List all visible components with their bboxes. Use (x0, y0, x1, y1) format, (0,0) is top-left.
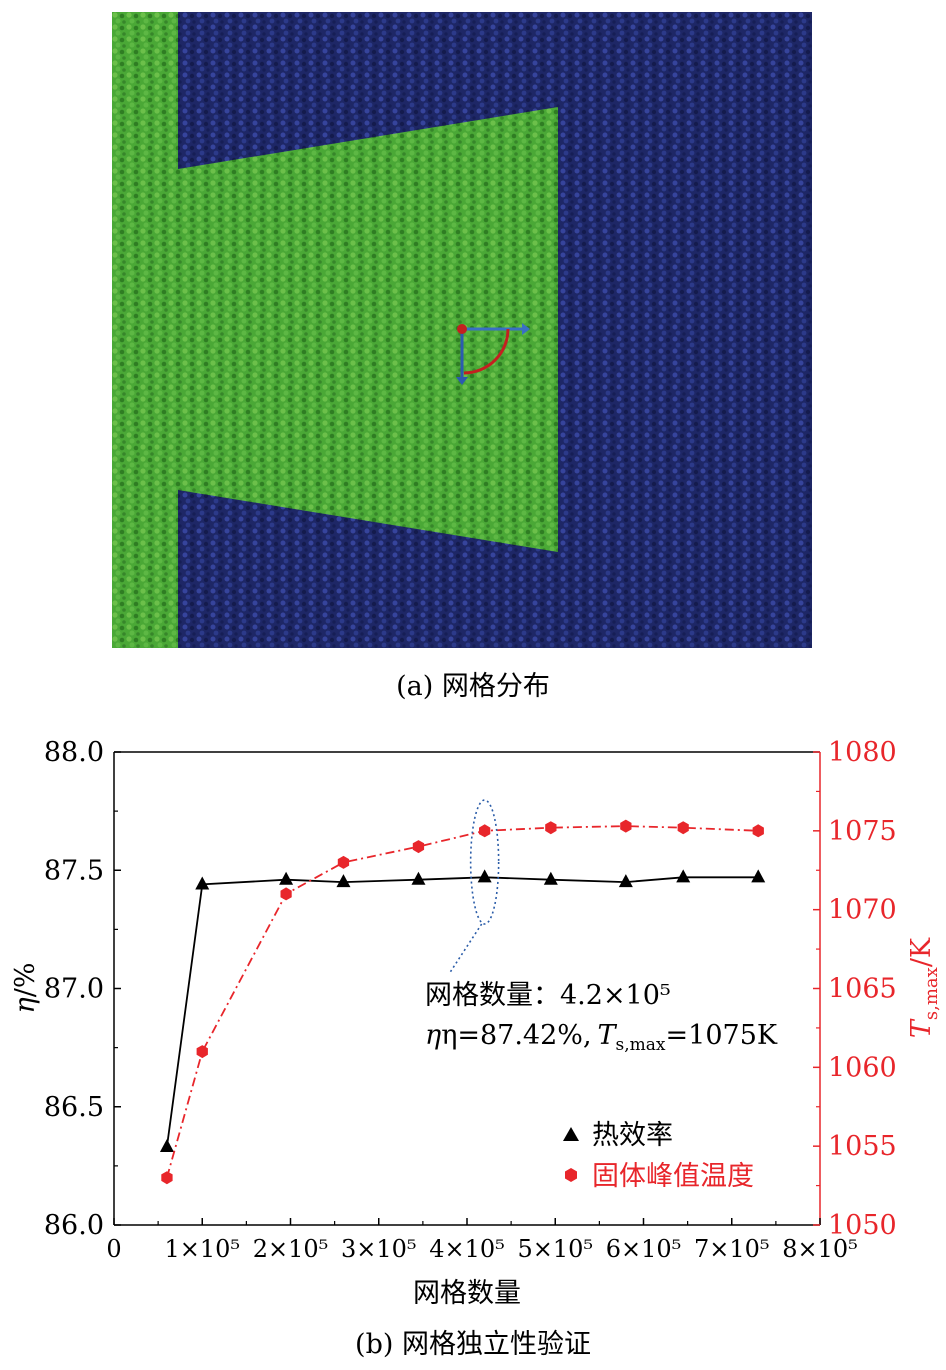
solid-peak-temp-point (677, 821, 689, 835)
right-y-tick-label: 1070 (828, 895, 897, 926)
coordinate-axes-icon (456, 323, 530, 385)
legend-label-thermal-efficiency: 热效率 (592, 1120, 673, 1151)
series-layer (159, 799, 766, 1185)
thermal-efficiency-point (195, 876, 210, 890)
x-tick-label: 4×10⁵ (429, 1235, 505, 1263)
right-y-tick-label: 1060 (828, 1052, 897, 1083)
x-tick-label: 1×10⁵ (164, 1235, 240, 1263)
left-y-tick-label: 87.0 (44, 974, 104, 1005)
annotation-rest: =1075K (666, 1020, 778, 1051)
legend-marker-solid-peak-temp (565, 1168, 577, 1182)
left-y-tick-label: 87.5 (44, 855, 104, 886)
x-tick-label: 3×10⁵ (341, 1235, 417, 1263)
legend: 热效率 固体峰值温度 (563, 1120, 754, 1192)
solid-peak-temp-point (337, 855, 350, 869)
legend-marker-thermal-efficiency (563, 1127, 579, 1141)
thermal-efficiency-point (676, 869, 691, 883)
solid-peak-temp-point (412, 840, 425, 854)
caption-b: (b) 网格独立性验证 (355, 1329, 591, 1360)
left-y-tick-label: 86.0 (44, 1210, 104, 1241)
solid-peak-temp-line (166, 825, 759, 1178)
x-tick-label: 0 (106, 1235, 121, 1263)
x-tick-label: 5×10⁵ (517, 1235, 593, 1263)
mesh-distribution-image (112, 12, 812, 648)
solid-peak-temp-point (752, 824, 764, 838)
thermal-efficiency-point (411, 871, 426, 885)
thermal-efficiency-line (166, 876, 759, 1148)
thermal-efficiency-point (543, 871, 558, 885)
thermal-efficiency-point (751, 869, 766, 883)
solid-peak-temp-point (620, 819, 632, 833)
annotation-sub: s,max (616, 1035, 666, 1055)
annotation-line-2: ηη=87.42%, Ts,max=1075K (425, 1020, 778, 1055)
annotation-eta: η=87.42%, (441, 1020, 591, 1051)
annotation-T: T (598, 1020, 618, 1051)
thermal-efficiency-point (618, 874, 633, 888)
x-tick-label: 6×10⁵ (606, 1235, 682, 1263)
right-y-tick-label: 1050 (828, 1210, 897, 1241)
solid-peak-temp-point (545, 821, 557, 835)
x-tick-label: 8×10⁵ (782, 1235, 858, 1263)
mesh-independence-chart: 0 1×10⁵ 2×10⁵ 3×10⁵ 4×10⁵ 5×10⁵ 6×10⁵ 7×10⁵ 8×10… (10, 737, 942, 1309)
solid-peak-temp-point (196, 1045, 208, 1059)
right-y-tick-label: 1080 (828, 737, 897, 768)
left-axis-title: η/% (10, 963, 41, 1014)
right-y-tick-label: 1055 (828, 1131, 897, 1162)
thermal-efficiency-point (159, 1138, 174, 1152)
solid-peak-temp-point (280, 887, 292, 901)
x-tick-label: 7×10⁵ (694, 1235, 770, 1263)
legend-label-solid-peak-temp: 固体峰值温度 (592, 1161, 754, 1192)
annotation-leader-line (448, 923, 483, 975)
annotation-line-1: 网格数量：4.2×10⁵ (425, 980, 671, 1011)
x-axis-title: 网格数量 (413, 1278, 521, 1309)
right-axis-title: Ts,max/K (906, 937, 942, 1038)
left-y-tick-label: 88.0 (44, 737, 104, 768)
caption-a: (a) 网格分布 (396, 671, 550, 702)
solid-peak-temp-point (161, 1171, 173, 1185)
highlight-ellipse (469, 799, 500, 925)
solid-peak-temp-point (479, 824, 491, 838)
labels-layer: 网格数量 η/% Ts,max/K 网格数量：4.2×10⁵ ηη=87.42%… (10, 937, 942, 1309)
thermal-efficiency-point (336, 874, 351, 888)
axes-layer: 0 1×10⁵ 2×10⁵ 3×10⁵ 4×10⁵ 5×10⁵ 6×10⁵ 7×10⁵ 8×10… (44, 737, 897, 1263)
thermal-efficiency-point (477, 869, 492, 883)
left-y-tick-label: 86.5 (44, 1092, 104, 1123)
thermal-efficiency-point (279, 871, 294, 885)
x-tick-label: 2×10⁵ (253, 1235, 329, 1263)
right-y-tick-label: 1065 (828, 974, 897, 1005)
fluid-zone (112, 12, 558, 648)
right-y-tick-label: 1075 (828, 816, 897, 847)
